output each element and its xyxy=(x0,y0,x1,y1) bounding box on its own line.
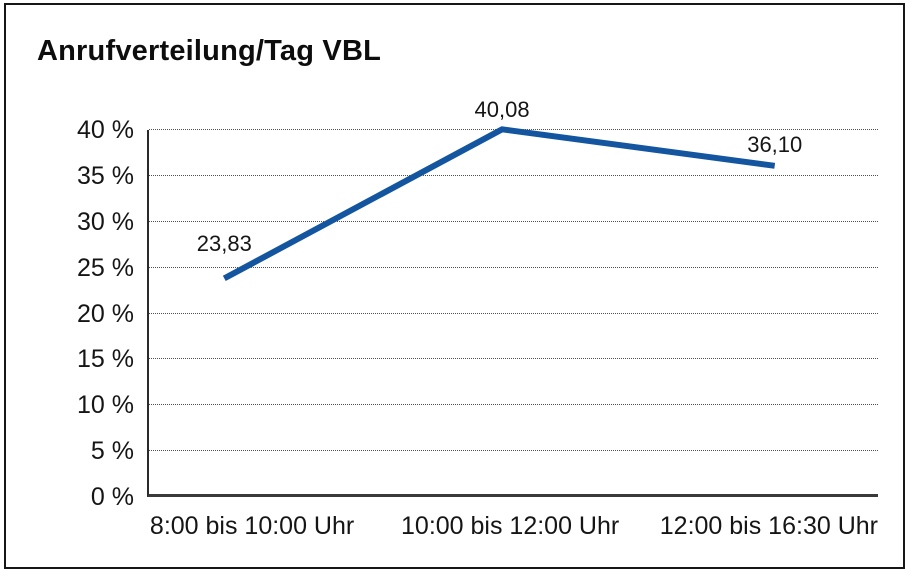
data-line xyxy=(222,126,776,282)
gridline-20 xyxy=(149,312,878,314)
y-tick-label: 10 % xyxy=(77,391,134,420)
data-point-label: 40,08 xyxy=(474,97,530,123)
y-tick-label: 40 % xyxy=(77,116,134,144)
y-tick-label: 15 % xyxy=(77,345,134,374)
y-tick-label: 0 % xyxy=(90,483,134,511)
x-tick-label: 8:00 bis 10:00 Uhr xyxy=(149,512,355,540)
gridline-25 xyxy=(149,266,878,268)
gridline-5 xyxy=(149,450,878,452)
gridline-15 xyxy=(149,358,878,360)
line-series-svg xyxy=(222,126,776,282)
gridline-10 xyxy=(149,404,878,406)
data-point-label: 36,10 xyxy=(747,131,803,157)
x-tick-label: 10:00 bis 12:00 Uhr xyxy=(401,512,620,540)
chart-title: Anrufverteilung/Tag VBL xyxy=(37,35,382,67)
y-tick-label: 30 % xyxy=(77,207,134,236)
y-tick-label: 5 % xyxy=(90,437,134,466)
gridline-35 xyxy=(149,174,878,176)
gridline-30 xyxy=(149,220,878,222)
data-point-label: 23,83 xyxy=(196,231,252,257)
plot-area: 0 % 5 % 10 % 15 % 20 % 25 % 30 % 35 % 40 % 23,83 4… xyxy=(77,97,878,539)
y-tick-label: 35 % xyxy=(77,161,134,190)
y-tick-label: 20 % xyxy=(77,299,134,328)
chart-frame: Anrufverteilung/Tag VBL 0 % 5 % 10 % 15 % 20… xyxy=(4,3,905,569)
x-tick-label: 12:00 bis 16:30 Uhr xyxy=(659,512,878,540)
y-tick-label: 25 % xyxy=(77,253,134,282)
